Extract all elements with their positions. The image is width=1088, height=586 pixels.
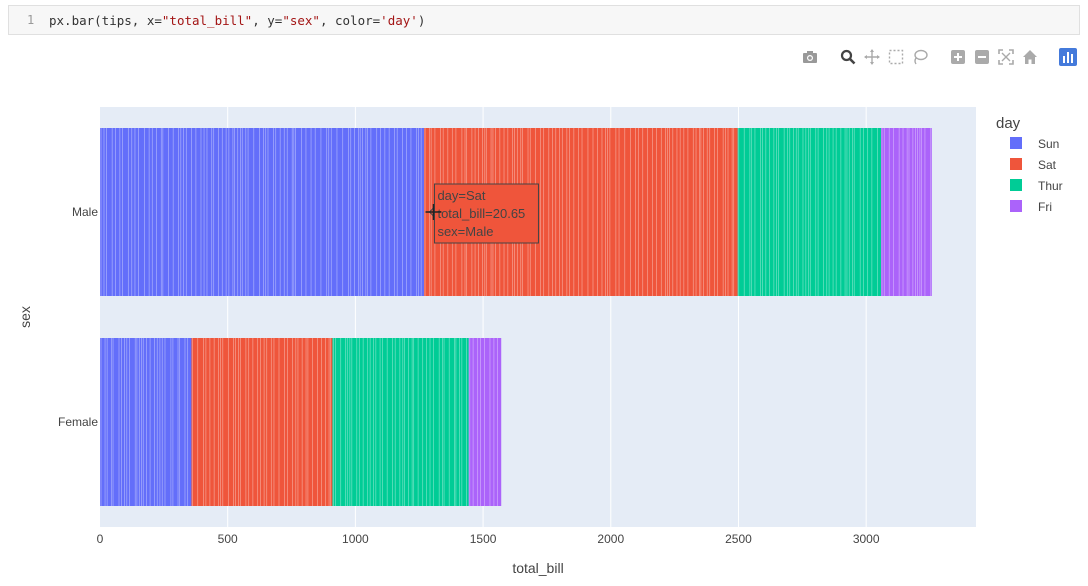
line-number: 1 <box>27 13 35 27</box>
plotly-logo-icon[interactable] <box>1058 47 1078 67</box>
bar-sat-male <box>424 128 738 296</box>
tooltip-pointer <box>428 205 435 219</box>
reset-axes-icon[interactable] <box>1020 47 1040 67</box>
tooltip-line: sex=Male <box>437 224 493 239</box>
code-token: , y= <box>252 13 283 28</box>
bar-segment-group <box>332 338 469 506</box>
plotly-modebar <box>800 46 1078 68</box>
bar-segment-group <box>424 128 738 296</box>
plot-area <box>100 107 976 527</box>
box-select-icon[interactable] <box>886 47 906 67</box>
gridlines <box>227 107 867 527</box>
bar-segment-group <box>880 128 932 296</box>
hover-tooltip: day=Sat total_bill=20.65 sex=Male <box>425 183 539 244</box>
code-token: "sex" <box>282 13 320 28</box>
bar-sat-female <box>191 338 333 506</box>
legend-label: Thur <box>1038 179 1063 193</box>
camera-icon[interactable] <box>800 47 820 67</box>
cursor-crosshair-icon <box>425 204 442 220</box>
zoom-in-icon[interactable] <box>948 47 968 67</box>
code-cell[interactable]: 1 px.bar(tips, x="total_bill", y="sex", … <box>8 5 1080 35</box>
code-text[interactable]: px.bar(tips, x="total_bill", y="sex", co… <box>49 13 425 28</box>
tooltip-line: total_bill=20.65 <box>437 206 525 221</box>
bar-sun-female <box>100 338 192 506</box>
legend-title: day <box>996 115 1021 132</box>
x-tick-label: 500 <box>218 532 238 546</box>
bar-sun-male <box>100 128 425 296</box>
y-axis-label: sex <box>17 306 33 328</box>
bar-thur-female <box>332 338 469 506</box>
zoom-out-icon[interactable] <box>972 47 992 67</box>
bar-fri-female <box>468 338 502 506</box>
lasso-icon[interactable] <box>910 47 930 67</box>
legend-label: Fri <box>1038 200 1052 214</box>
y-tick-label: Male <box>72 205 98 219</box>
legend: Sun Sat Thur Fri <box>1010 137 1063 214</box>
tooltip-line: day=Sat <box>437 188 485 203</box>
bar-thur-male <box>737 128 881 296</box>
bar-fri-male <box>880 128 932 296</box>
code-token: px.bar(tips, x= <box>49 13 162 28</box>
bar-segment-group <box>100 338 192 506</box>
y-tick-labels: Male Female <box>58 205 98 429</box>
bar-segment-group <box>468 338 502 506</box>
pan-icon[interactable] <box>862 47 882 67</box>
x-tick-label: 1500 <box>470 532 497 546</box>
legend-swatch-sun <box>1010 137 1022 149</box>
code-token: "total_bill" <box>161 13 253 28</box>
x-tick-label: 0 <box>97 532 104 546</box>
zoom-icon[interactable] <box>838 47 858 67</box>
x-tick-label: 1000 <box>342 532 369 546</box>
legend-swatch-fri <box>1010 200 1022 212</box>
legend-label: Sat <box>1038 158 1057 172</box>
bar-segment-group <box>191 338 333 506</box>
bar-segment-group <box>100 128 425 296</box>
x-tick-label: 2500 <box>725 532 752 546</box>
x-tick-label: 2000 <box>597 532 624 546</box>
legend-label: Sun <box>1038 137 1059 151</box>
bars <box>100 128 932 506</box>
code-token: 'day' <box>380 13 418 28</box>
x-tick-label: 3000 <box>853 532 880 546</box>
x-axis-label: total_bill <box>512 560 563 576</box>
code-token: , color= <box>319 13 381 28</box>
y-tick-label: Female <box>58 415 98 429</box>
legend-swatch-sat <box>1010 158 1022 170</box>
legend-swatch-thur <box>1010 179 1022 191</box>
autoscale-icon[interactable] <box>996 47 1016 67</box>
bar-segment-group <box>737 128 881 296</box>
tooltip-box <box>433 183 539 244</box>
code-token: ) <box>417 13 426 28</box>
x-tick-labels: 0 500 1000 1500 2000 2500 3000 <box>97 532 880 546</box>
